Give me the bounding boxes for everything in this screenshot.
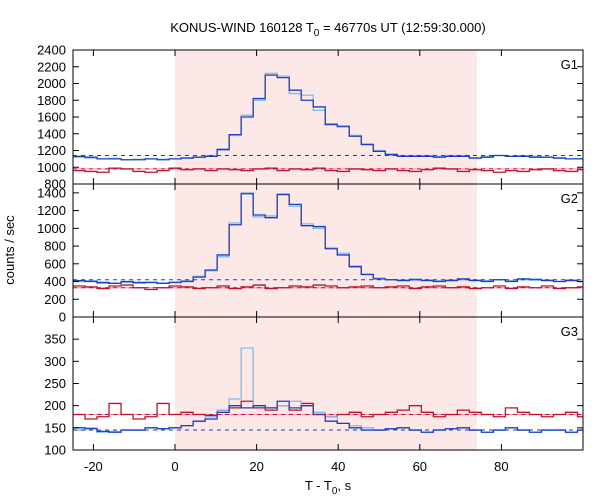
y-tick-label: 800 — [44, 177, 66, 192]
panels: 80010001200140016001800200022002400G1020… — [37, 43, 584, 474]
x-tick-label: 0 — [171, 459, 178, 474]
x-axis-label: T - T0, s — [305, 478, 352, 497]
panel-label: G2 — [561, 191, 578, 206]
y-tick-label: 150 — [44, 420, 66, 435]
y-tick-label: 2200 — [37, 59, 66, 74]
series-dark-blue — [73, 74, 583, 161]
panel-series — [73, 347, 583, 433]
y-tick-label: 250 — [44, 376, 66, 391]
y-tick-label: 600 — [44, 256, 66, 271]
y-tick-label: 1800 — [37, 93, 66, 108]
x-tick-label: -20 — [84, 459, 103, 474]
y-tick-label: 1400 — [37, 126, 66, 141]
x-axis-label-suffix: , s — [337, 478, 351, 493]
y-tick-label: 350 — [44, 332, 66, 347]
x-tick-label: 20 — [249, 459, 263, 474]
chart-title: KONUS-WIND 160128 T0 = 46770s UT (12:59:… — [170, 20, 485, 39]
chart-title-prefix: KONUS-WIND 160128 T — [170, 20, 314, 35]
panel-series — [73, 192, 583, 291]
y-axis-label: counts / sec — [2, 215, 17, 285]
y-tick-label: 1000 — [37, 221, 66, 236]
x-axis-label-prefix: T - T — [305, 478, 332, 493]
shaded-interval — [175, 50, 477, 184]
y-tick-label: 1200 — [37, 203, 66, 218]
y-tick-label: 800 — [44, 239, 66, 254]
series-red — [73, 167, 583, 173]
series-red — [73, 284, 583, 291]
panel-series — [73, 72, 583, 173]
y-tick-label: 400 — [44, 274, 66, 289]
y-tick-label: 1400 — [37, 185, 66, 200]
y-tick-label: 0 — [59, 310, 66, 325]
y-tick-label: 1600 — [37, 110, 66, 125]
y-tick-label: 1000 — [37, 160, 66, 175]
shaded-interval — [175, 317, 477, 450]
chart-title-sub: 0 — [314, 28, 320, 39]
x-tick-label: 40 — [331, 459, 345, 474]
y-tick-label: 200 — [44, 398, 66, 413]
panel-g2: 0 200 400 600 800 1000 1200 1400 G2 — [37, 183, 584, 325]
y-tick-label: 1200 — [37, 143, 66, 158]
y-tick-label: 200 — [44, 292, 66, 307]
panel-label: G3 — [561, 324, 578, 339]
shaded-interval — [175, 184, 477, 317]
y-tick-label: 2400 — [37, 43, 66, 58]
y-tick-label: 100 — [44, 443, 66, 458]
y-tick-label: 2000 — [37, 76, 66, 91]
x-tick-label: 60 — [413, 459, 427, 474]
y-tick-label: 300 — [44, 354, 66, 369]
x-axis-label-sub: 0 — [332, 486, 338, 497]
x-tick-label: 80 — [494, 459, 508, 474]
panel-g3: 100 150 200 250 300 350 G3 — [44, 316, 584, 458]
panel-label: G1 — [561, 57, 578, 72]
chart-title-suffix: = 46770s UT (12:59:30.000) — [319, 20, 485, 35]
